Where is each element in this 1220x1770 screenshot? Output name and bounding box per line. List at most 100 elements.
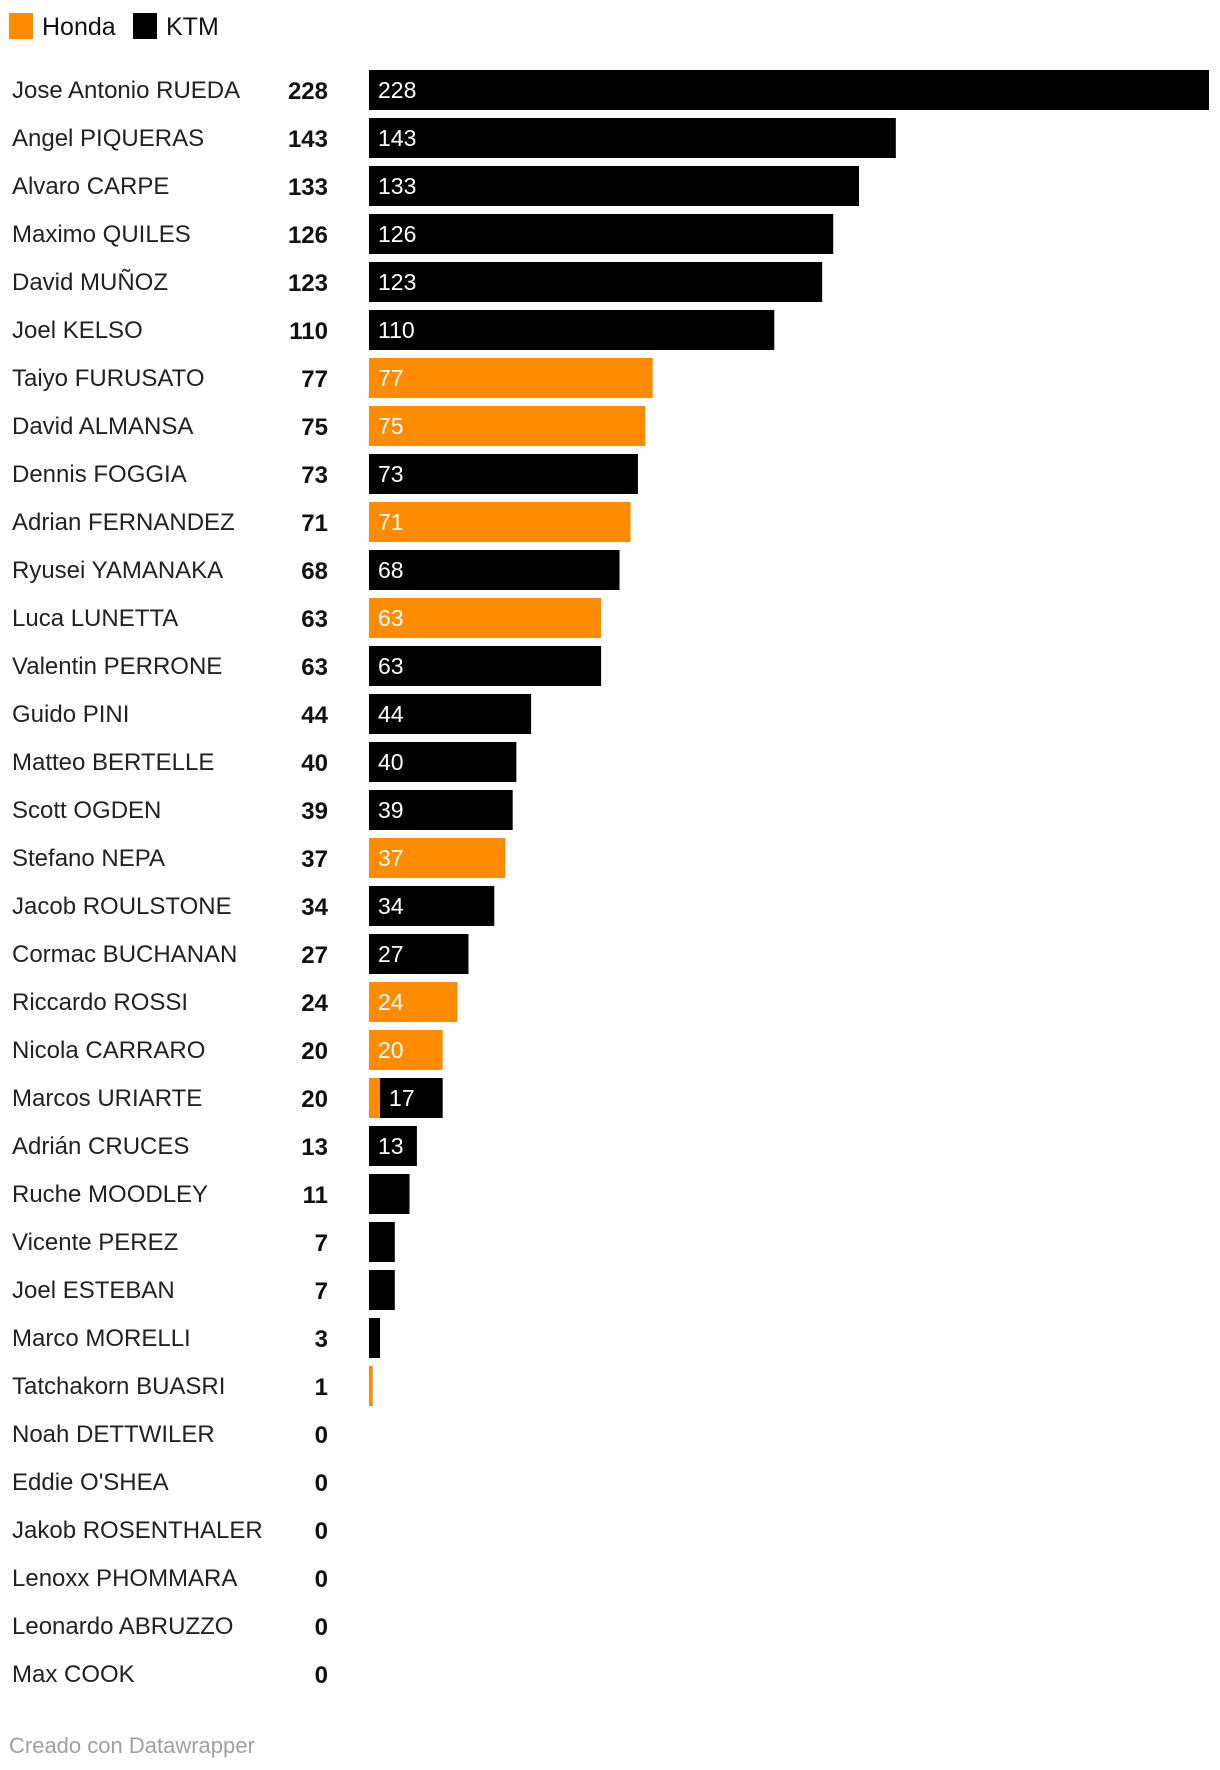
legend-swatch-honda xyxy=(9,13,33,39)
driver-name-label: Marcos URIARTE xyxy=(12,1085,202,1112)
points-total-label: 63 xyxy=(301,654,328,681)
driver-name-label: David MUÑOZ xyxy=(12,269,168,296)
bar-value-label: 13 xyxy=(378,1133,404,1159)
points-total-label: 24 xyxy=(301,990,328,1017)
chart-row: Stefano NEPA 37 37 xyxy=(12,838,506,878)
driver-name-label: Vicente PEREZ xyxy=(12,1229,178,1256)
chart-row: Joel ESTEBAN 7 xyxy=(12,1270,395,1310)
bar-value-label: 34 xyxy=(378,893,404,919)
legend-label-ktm: KTM xyxy=(166,13,219,41)
bar-value-label: 17 xyxy=(389,1085,415,1111)
driver-name-label: Nicola CARRARO xyxy=(12,1037,205,1064)
bar-segment-ktm xyxy=(369,214,834,254)
bar-segment-ktm xyxy=(369,742,517,782)
chart-row: Jacob ROULSTONE 34 34 xyxy=(12,886,495,926)
points-total-label: 7 xyxy=(315,1230,328,1257)
bar-value-label: 110 xyxy=(378,317,415,343)
bar-segment-honda xyxy=(369,838,506,878)
chart-row: Luca LUNETTA 63 63 xyxy=(12,598,602,638)
chart-row: David MUÑOZ 123 123 xyxy=(12,262,823,302)
legend-swatch-ktm xyxy=(133,13,157,39)
driver-name-label: Jose Antonio RUEDA xyxy=(12,77,240,104)
bar-value-label: 143 xyxy=(378,125,416,151)
bar-segment-ktm xyxy=(369,886,495,926)
chart-row: Matteo BERTELLE 40 40 xyxy=(12,742,517,782)
chart-row: Alvaro CARPE 133 133 xyxy=(12,166,859,206)
bar-value-label: 68 xyxy=(378,557,404,583)
bar-segment-ktm xyxy=(369,1174,410,1214)
points-total-label: 20 xyxy=(301,1086,328,1113)
chart-row: Marco MORELLI 3 xyxy=(12,1318,381,1358)
driver-name-label: Eddie O'SHEA xyxy=(12,1469,169,1496)
points-total-label: 13 xyxy=(301,1134,328,1161)
driver-name-label: Alvaro CARPE xyxy=(12,173,169,200)
driver-name-label: Lenoxx PHOMMARA xyxy=(12,1565,237,1592)
chart-row: Maximo QUILES 126 126 xyxy=(12,214,834,254)
chart-row: Guido PINI 44 44 xyxy=(12,694,532,734)
bar-segment-ktm xyxy=(369,1270,395,1310)
points-total-label: 7 xyxy=(315,1278,328,1305)
points-total-label: 0 xyxy=(315,1470,328,1497)
chart-row: Cormac BUCHANAN 27 27 xyxy=(12,934,469,974)
chart-row: Taiyo FURUSATO 77 77 xyxy=(12,358,653,398)
bar-segment-ktm xyxy=(369,1318,381,1358)
chart-row: Adrián CRUCES 13 13 xyxy=(12,1126,417,1166)
bar-value-label: 126 xyxy=(378,221,416,247)
points-total-label: 27 xyxy=(301,942,328,969)
points-total-label: 0 xyxy=(315,1518,328,1545)
bar-value-label: 228 xyxy=(378,77,416,103)
points-total-label: 0 xyxy=(315,1422,328,1449)
points-total-label: 68 xyxy=(301,558,328,585)
bar-segment-honda xyxy=(369,406,646,446)
points-total-label: 11 xyxy=(303,1182,328,1209)
bar-segment-honda xyxy=(369,1366,373,1406)
bar-value-label: 40 xyxy=(378,749,404,775)
chart-row: Marcos URIARTE 20 17 xyxy=(12,1078,443,1118)
chart-row: Max COOK 0 xyxy=(12,1661,328,1689)
chart-row: Riccardo ROSSI 24 24 xyxy=(12,982,458,1022)
bar-segment-honda xyxy=(369,1030,443,1070)
bar-value-label: 44 xyxy=(378,701,404,727)
bar-value-label: 75 xyxy=(378,413,404,439)
bar-segment-ktm xyxy=(369,694,532,734)
chart-row: Nicola CARRARO 20 20 xyxy=(12,1030,443,1070)
bar-segment-honda xyxy=(369,598,602,638)
points-total-label: 143 xyxy=(288,126,328,153)
driver-name-label: Marco MORELLI xyxy=(12,1325,191,1352)
driver-name-label: Joel ESTEBAN xyxy=(12,1277,175,1304)
bar-segment-ktm xyxy=(369,70,1209,110)
footer-credit: Creado con Datawrapper xyxy=(9,1733,255,1758)
driver-name-label: Noah DETTWILER xyxy=(12,1421,215,1448)
points-total-label: 77 xyxy=(301,366,328,393)
bar-segment-ktm xyxy=(369,550,620,590)
bar-segment-honda xyxy=(369,1078,381,1118)
points-total-label: 0 xyxy=(315,1662,328,1689)
points-total-label: 3 xyxy=(315,1326,328,1353)
driver-name-label: Jacob ROULSTONE xyxy=(12,893,232,920)
chart-row: Noah DETTWILER 0 xyxy=(12,1421,328,1449)
driver-name-label: Guido PINI xyxy=(12,701,129,728)
points-total-label: 0 xyxy=(315,1566,328,1593)
points-total-label: 75 xyxy=(301,414,328,441)
driver-name-label: Valentin PERRONE xyxy=(12,653,222,680)
chart-row: Ryusei YAMANAKA 68 68 xyxy=(12,550,620,590)
bar-segment-ktm xyxy=(369,118,896,158)
driver-name-label: Ryusei YAMANAKA xyxy=(12,557,223,584)
chart-row: David ALMANSA 75 75 xyxy=(12,406,646,446)
chart-row: Angel PIQUERAS 143 143 xyxy=(12,118,896,158)
bar-segment-ktm xyxy=(369,1222,395,1262)
chart-row: Ruche MOODLEY 11 xyxy=(12,1174,410,1214)
bar-value-label: 24 xyxy=(378,989,404,1015)
bar-segment-ktm xyxy=(369,166,859,206)
driver-name-label: Adrian FERNANDEZ xyxy=(12,509,235,536)
legend-label-honda: Honda xyxy=(42,13,116,41)
chart-row: Eddie O'SHEA 0 xyxy=(12,1469,328,1497)
bar-segment-ktm xyxy=(369,310,775,350)
bar-value-label: 63 xyxy=(378,605,404,631)
points-total-label: 1 xyxy=(315,1374,328,1401)
bar-segment-honda xyxy=(369,502,631,542)
bar-value-label: 63 xyxy=(378,653,404,679)
points-total-label: 133 xyxy=(288,174,328,201)
driver-name-label: Maximo QUILES xyxy=(12,221,191,248)
